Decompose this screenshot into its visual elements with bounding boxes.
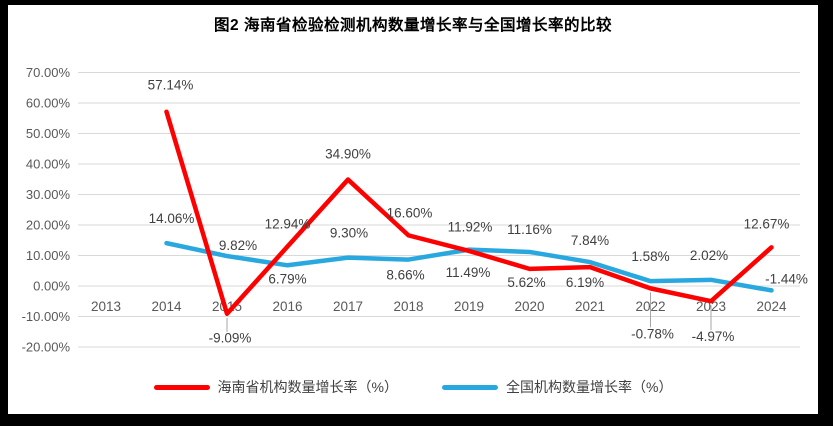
data-label-hainan: -4.97% <box>692 329 735 344</box>
hainan-line-swatch <box>153 384 210 390</box>
y-axis-tick-label: 10.00% <box>26 248 71 263</box>
y-axis-tick-label: 70.00% <box>26 65 71 80</box>
y-axis-tick-label: 60.00% <box>26 96 71 111</box>
y-axis-tick-label: 0.00% <box>33 279 70 294</box>
data-label-national: 8.66% <box>386 268 424 283</box>
data-label-hainan: -0.78% <box>631 326 674 341</box>
data-label-national: -1.44% <box>765 271 808 286</box>
chart-canvas <box>8 5 818 414</box>
y-axis-tick-label: -20.00% <box>22 340 71 355</box>
legend-label-hainan: 海南省机构数量增长率（%） <box>217 379 398 395</box>
x-axis-label: 2024 <box>756 299 787 314</box>
data-label-hainan: 16.60% <box>387 205 433 220</box>
data-label-hainan: 12.94% <box>265 217 311 232</box>
data-label-national: 2.02% <box>690 248 728 263</box>
chart-title: 图2 海南省检验检测机构数量增长率与全国增长率的比较 <box>214 17 612 34</box>
data-label-hainan: 6.19% <box>566 275 604 290</box>
y-axis-tick-label: 50.00% <box>26 126 71 141</box>
x-axis-label: 2019 <box>454 299 484 314</box>
data-label-hainan: 57.14% <box>148 78 194 93</box>
data-label-hainan: 12.67% <box>744 216 790 231</box>
x-axis-label: 2016 <box>272 299 302 314</box>
x-axis-label: 2013 <box>91 299 121 314</box>
data-label-hainan: 34.90% <box>325 147 371 162</box>
data-label-national: 9.30% <box>330 226 368 241</box>
data-label-national: 11.16% <box>507 222 552 237</box>
data-label-national: 11.92% <box>448 220 493 235</box>
data-label-national: 7.84% <box>571 233 609 248</box>
x-axis-label: 2020 <box>514 299 544 314</box>
data-label-national: 1.58% <box>631 249 669 264</box>
legend-item-national: 全国机构数量增长率（%） <box>442 377 672 397</box>
y-axis-tick-label: 30.00% <box>26 187 71 202</box>
series-line-hainan <box>164 109 774 316</box>
y-axis-tick-label: 20.00% <box>26 218 71 233</box>
legend-label-national: 全国机构数量增长率（%） <box>506 379 673 395</box>
data-label-hainan: -9.09% <box>209 331 252 346</box>
data-label-national: 14.06% <box>149 211 195 226</box>
data-label-national: 9.82% <box>219 238 257 253</box>
y-axis-tick-label: 40.00% <box>26 157 71 172</box>
x-axis-label: 2017 <box>333 299 363 314</box>
legend-item-hainan: 海南省机构数量增长率（%） <box>153 377 398 397</box>
national-line-swatch <box>442 384 498 390</box>
legend: 海南省机构数量增长率（%） 全国机构数量增长率（%） <box>8 377 818 397</box>
y-axis-tick-label: -10.00% <box>22 309 71 324</box>
data-label-national: 6.79% <box>268 271 306 286</box>
x-axis-label: 2018 <box>393 299 423 314</box>
data-label-hainan: 5.62% <box>507 275 545 290</box>
x-axis-label: 2014 <box>151 299 182 314</box>
data-label-hainan: 11.49% <box>446 265 491 280</box>
x-axis-label: 2021 <box>575 299 605 314</box>
